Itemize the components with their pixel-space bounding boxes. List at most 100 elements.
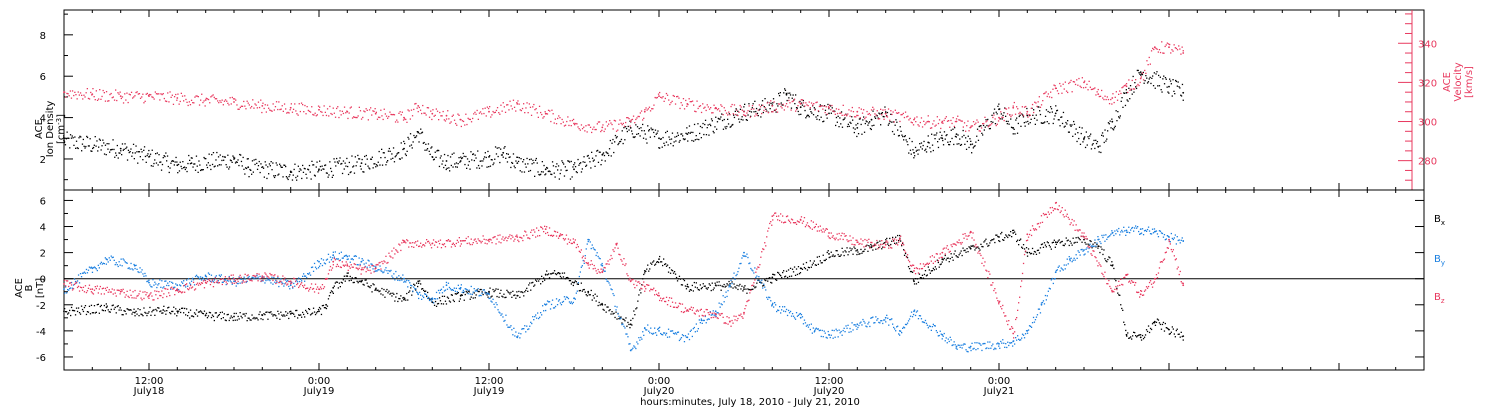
field-series-by-point-334 [395, 271, 396, 272]
density-series-point-1259 [1134, 82, 1135, 83]
field-series-by-point-56 [120, 265, 121, 266]
field-series-bx-point-405 [466, 291, 467, 292]
field-series-bx-point-736 [794, 266, 795, 267]
density-series-sample-36 [970, 144, 972, 146]
field-series-by-point-96 [159, 279, 160, 280]
density-series-point-1111 [1008, 124, 1009, 125]
field-series-bx-point-62 [126, 313, 127, 314]
field-series-bx-point-151 [214, 320, 215, 321]
velocity-series-point-505 [636, 117, 637, 118]
velocity-series-point-524 [658, 94, 659, 95]
field-series-by-point-1030 [1085, 249, 1086, 250]
field-series-bx-point-729 [787, 277, 788, 278]
density-series-point-513 [500, 149, 501, 150]
density-series-point-746 [698, 139, 699, 140]
field-series-by-point-708 [766, 297, 767, 298]
density-series-point-1231 [1110, 127, 1111, 128]
velocity-series-point-507 [639, 116, 640, 117]
density-series-point-424 [424, 150, 425, 151]
field-series-by-point-236 [298, 278, 299, 279]
velocity-series-point-459 [584, 130, 585, 131]
field-series-bx-point-244 [306, 311, 307, 312]
density-series-point-234 [263, 168, 264, 169]
field-series-by-point-555 [614, 306, 615, 307]
field-series-bx-point-747 [805, 268, 806, 269]
velocity-series-point-492 [622, 124, 623, 125]
density-series-point-522 [508, 154, 509, 155]
velocity-series-point-570 [710, 107, 711, 108]
field-series-by-point-420 [481, 295, 482, 296]
velocity-series-point-748 [912, 122, 913, 123]
density-series-point-262 [287, 177, 288, 178]
density-series-point-421 [422, 132, 423, 133]
velocity-series-point-832 [1007, 113, 1008, 114]
field-series-by-point-440 [500, 315, 501, 316]
field-series-by-point-341 [402, 274, 403, 275]
velocity-series-point-120 [200, 100, 201, 101]
field-series-by-point-636 [695, 331, 696, 332]
density-series-point-36 [95, 136, 96, 137]
velocity-series-point-331 [439, 112, 440, 113]
density-series-point-713 [670, 143, 671, 144]
velocity-series-point-44 [114, 100, 115, 101]
field-series-bx-point-1055 [1110, 265, 1111, 266]
field-series-by-point-311 [372, 268, 373, 269]
density-series-point-135 [179, 170, 180, 171]
field-series-by-point-561 [620, 318, 621, 319]
field-series-bx-point-443 [503, 294, 504, 295]
field-series-bx-point-534 [594, 297, 595, 298]
density-series-point-962 [882, 112, 883, 113]
velocity-series-point-639 [788, 100, 789, 101]
velocity-series-point-178 [266, 111, 267, 112]
density-series-point-748 [700, 126, 701, 127]
velocity-series-point-181 [269, 109, 270, 110]
density-series-point-377 [384, 157, 385, 158]
velocity-series-point-529 [664, 101, 665, 102]
field-series-bx-point-473 [533, 286, 534, 287]
field-series-bx-point-987 [1043, 247, 1044, 248]
field-series-bx-point-1061 [1116, 288, 1117, 289]
velocity-series-point-429 [550, 121, 551, 122]
velocity-series-point-610 [755, 113, 756, 114]
density-series-point-563 [543, 171, 544, 172]
field-ytick-label-4: 4 [40, 223, 46, 234]
velocity-series-point-98 [175, 94, 176, 95]
velocity-series-point-951 [1142, 73, 1143, 74]
field-series-by-point-351 [412, 291, 413, 292]
field-series-by-point-805 [862, 319, 863, 320]
field-series-bx-point-988 [1044, 242, 1045, 243]
velocity-series-point-96 [173, 104, 174, 105]
field-series-by-point-1074 [1129, 232, 1130, 233]
density-series-point-659 [624, 139, 625, 140]
density-series-point-938 [861, 134, 862, 135]
density-series-point-680 [642, 124, 643, 125]
field-series-by-point-294 [356, 256, 357, 257]
velocity-series-point-192 [282, 105, 283, 106]
density-series-point-380 [387, 160, 388, 161]
field-series-bx-point-308 [369, 287, 370, 288]
field-series-by-point-411 [472, 294, 473, 295]
velocity-series-point-623 [770, 100, 771, 101]
density-series-point-1146 [1038, 106, 1039, 107]
field-series-bx-point-1117 [1172, 326, 1173, 327]
density-series-point-80 [132, 152, 133, 153]
velocity-series-point-236 [332, 114, 333, 115]
field-series-by-point-746 [804, 320, 805, 321]
field-series-by-point-4 [68, 290, 69, 291]
velocity-series-point-353 [464, 124, 465, 125]
field-series-by-point-1111 [1166, 238, 1167, 239]
field-series-by-point-576 [635, 348, 636, 349]
velocity-series-point-68 [141, 96, 142, 97]
velocity-series-point-669 [822, 109, 823, 110]
density-series-point-184 [220, 164, 221, 165]
field-series-by-point-51 [115, 264, 116, 265]
velocity-series-point-221 [315, 113, 316, 114]
field-series-by-point-362 [423, 297, 424, 298]
density-series-point-589 [565, 166, 566, 167]
density-series-point-1261 [1136, 88, 1137, 89]
density-series-point-1232 [1111, 119, 1112, 120]
field-series-by-point-988 [1044, 303, 1045, 304]
velocity-series-point-855 [1033, 112, 1034, 113]
field-series-by-point-583 [642, 331, 643, 332]
field-series-by-point-165 [228, 280, 229, 281]
